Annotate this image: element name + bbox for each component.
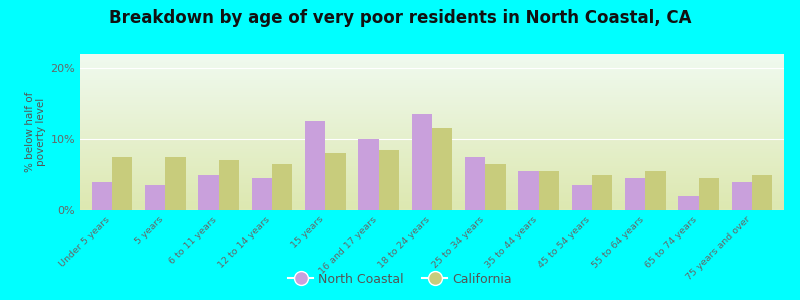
Bar [465,157,486,210]
Bar [698,178,719,210]
Bar [752,175,772,210]
Bar [218,160,239,210]
Bar [572,185,592,210]
Bar [358,139,378,210]
Bar [486,164,506,210]
Bar [92,182,112,210]
Bar [646,171,666,210]
Bar [305,122,326,210]
Bar [732,182,752,210]
Bar [625,178,646,210]
Bar [518,171,538,210]
Bar [432,128,452,210]
Bar [112,157,132,210]
Bar [145,185,166,210]
Bar [326,153,346,210]
Bar [538,171,559,210]
Bar [252,178,272,210]
Legend: North Coastal, California: North Coastal, California [283,268,517,291]
Bar [272,164,292,210]
Text: Breakdown by age of very poor residents in North Coastal, CA: Breakdown by age of very poor residents … [109,9,691,27]
Bar [678,196,698,210]
Bar [198,175,218,210]
Bar [378,150,399,210]
Bar [412,114,432,210]
Bar [592,175,612,210]
Y-axis label: % below half of
poverty level: % below half of poverty level [25,92,46,172]
Bar [166,157,186,210]
